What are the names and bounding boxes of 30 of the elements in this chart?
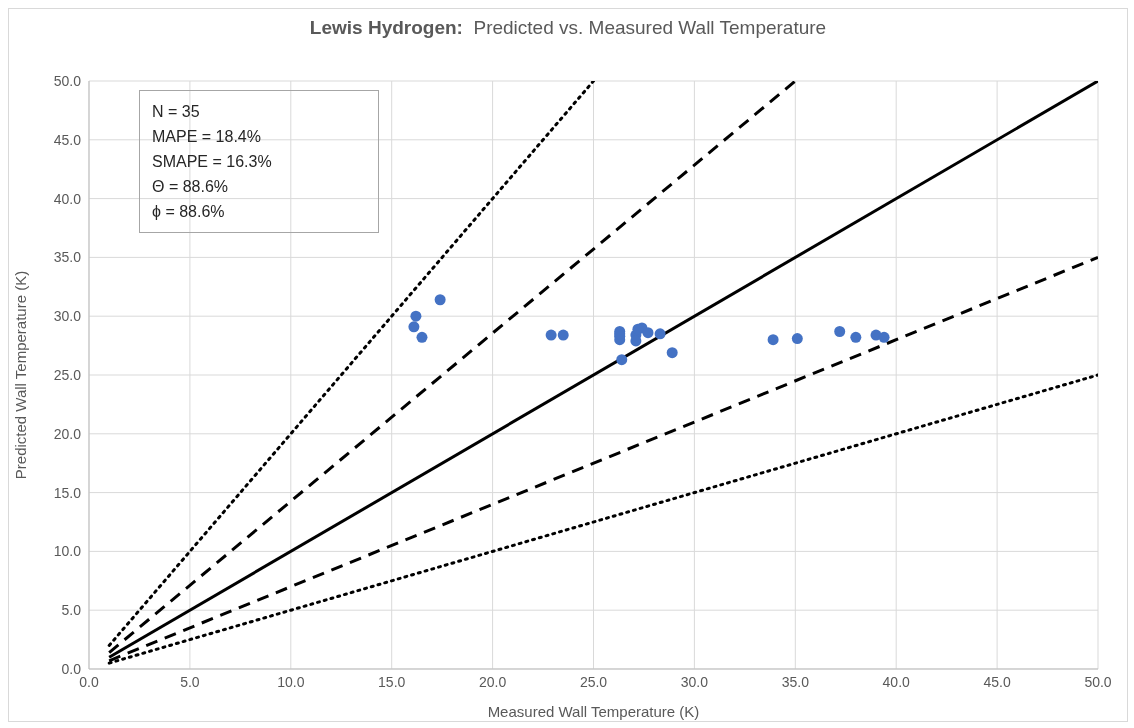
y-tick-label: 45.0 — [53, 131, 82, 148]
y-tick-label: 20.0 — [53, 425, 82, 442]
annotation: ϕ = 88.6% — [152, 202, 226, 222]
x-tick-label: 25.0 — [579, 673, 608, 690]
y-tick-label: 0.0 — [61, 660, 82, 677]
y-tick-label: 15.0 — [53, 484, 82, 501]
annotation: Θ = 88.6% — [152, 177, 230, 197]
annotation: SMAPE = 16.3% — [152, 152, 273, 172]
y-tick-label: 40.0 — [53, 190, 82, 207]
y-tick-label: 35.0 — [53, 249, 82, 266]
x-tick-label: 40.0 — [882, 673, 911, 690]
y-axis-title: Predicted Wall Temperature (K) — [12, 270, 30, 480]
chart-title: Lewis Hydrogen: Predicted vs. Measured Wall Temperature — [308, 17, 828, 39]
x-tick-label: 20.0 — [478, 673, 507, 690]
y-tick-label: 5.0 — [61, 602, 82, 619]
x-tick-label: 30.0 — [680, 673, 709, 690]
x-tick-label: 10.0 — [277, 673, 305, 690]
annotation: N = 35 — [152, 102, 201, 122]
y-tick-label: 10.0 — [53, 543, 82, 560]
x-tick-label: 50.0 — [1084, 673, 1112, 690]
x-tick-label: 0.0 — [79, 673, 99, 690]
x-tick-label: 15.0 — [378, 673, 406, 690]
x-axis-title: Measured Wall Temperature (K) — [487, 703, 700, 720]
x-tick-label: 35.0 — [781, 673, 810, 690]
y-tick-label: 30.0 — [53, 308, 82, 325]
y-tick-label: 25.0 — [53, 366, 82, 383]
x-tick-label: 45.0 — [983, 673, 1011, 690]
x-tick-label: 5.0 — [180, 673, 200, 690]
annotation: MAPE = 18.4% — [152, 127, 262, 147]
y-tick-label: 50.0 — [53, 72, 82, 89]
